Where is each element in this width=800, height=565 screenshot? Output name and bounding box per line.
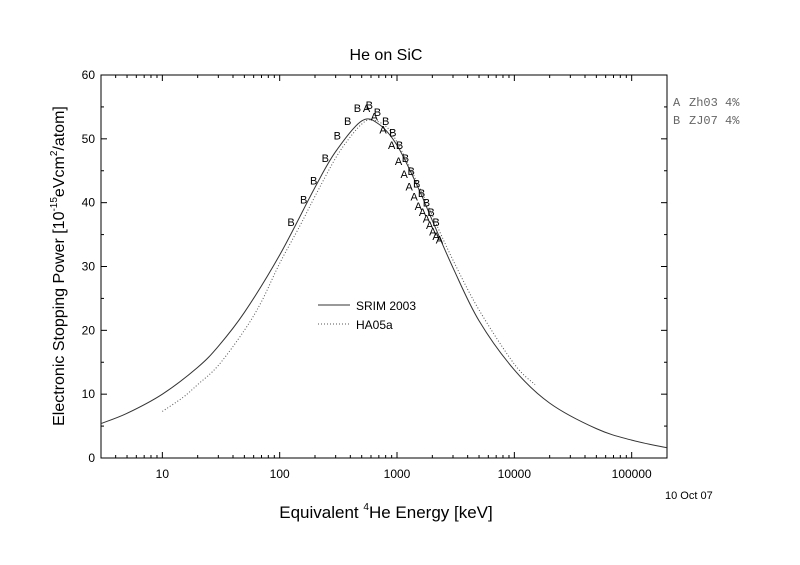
x-axis: 10 100 1000 10000 100000: [100, 75, 668, 481]
side-legend-b-text: ZJ07 4%: [689, 114, 740, 128]
data-marker-b: B: [310, 175, 317, 187]
data-marker-a: A: [419, 207, 427, 219]
x-tick-label: 100: [270, 467, 290, 481]
data-marker-b: B: [334, 131, 341, 143]
x-axis-label-sup: 4: [363, 502, 369, 513]
data-marker-a: A: [371, 111, 379, 123]
legend: SRIM 2003 HA05a: [318, 299, 416, 332]
data-marker-b: B: [407, 166, 414, 178]
y-axis-label-p3: /atom]: [51, 106, 68, 150]
x-tick-label: 1000: [384, 467, 411, 481]
data-marker-a: A: [406, 182, 414, 194]
y-tick-label: 10: [82, 387, 96, 401]
side-legend: A Zh03 4% B ZJ07 4%: [673, 96, 740, 128]
x-tick-label: 10000: [498, 467, 532, 481]
y-axis-label-p1: Electronic Stopping Power [10: [51, 211, 68, 425]
data-marker-b: B: [389, 127, 396, 139]
data-marker-a: A: [400, 169, 408, 181]
data-marker-a: A: [436, 235, 444, 247]
data-marker-a: A: [388, 140, 396, 152]
y-axis-label: Electronic Stopping Power [10-15eVcm2/at…: [49, 106, 68, 426]
y-tick-label: 60: [82, 68, 96, 82]
data-marker-b: B: [300, 194, 307, 206]
y-tick-label: 40: [82, 196, 96, 210]
y-tick-label: 20: [82, 323, 96, 337]
data-marker-a: A: [415, 201, 423, 213]
legend-label-srim: SRIM 2003: [356, 299, 416, 313]
data-marker-b: B: [432, 217, 439, 229]
data-marker-a: A: [410, 191, 418, 203]
data-marker-b: B: [402, 153, 409, 165]
y-axis-label-sup2: 2: [49, 150, 60, 156]
date-label: 10 Oct 07: [665, 490, 713, 502]
data-marker-b: B: [427, 207, 434, 219]
y-tick-label: 0: [88, 451, 95, 465]
data-marker-b: B: [322, 153, 329, 165]
data-marker-b: B: [413, 179, 420, 191]
data-marker-a: A: [379, 124, 387, 136]
data-marker-b: B: [382, 116, 389, 128]
side-legend-a-text: Zh03 4%: [689, 96, 740, 110]
y-tick-label: 30: [82, 260, 96, 274]
data-marker-b: B: [354, 103, 361, 115]
data-marker-b: B: [418, 188, 425, 200]
side-legend-a-label: A: [673, 96, 681, 110]
data-marker-b: B: [374, 107, 381, 119]
data-marker-b: B: [366, 100, 373, 112]
data-marker-a: A: [395, 156, 403, 168]
data-marker-a: A: [423, 214, 431, 226]
y-axis-label-p2: eVcm: [51, 156, 68, 197]
x-axis-label: Equivalent 4He Energy [keV]: [279, 502, 492, 522]
data-marker-b: B: [287, 217, 294, 229]
x-tick-label: 10: [156, 467, 170, 481]
chart-title: He on SiC: [350, 47, 423, 64]
data-marker-b: B: [423, 198, 430, 210]
data-marker-b: B: [396, 140, 403, 152]
y-axis-label-sup1: -15: [49, 197, 60, 212]
y-tick-label: 50: [82, 132, 96, 146]
x-axis-label-post: He Energy [keV]: [369, 503, 493, 522]
data-marker-b: B: [344, 116, 351, 128]
series-line-ha05a: [162, 119, 536, 412]
y-axis: 0 10 20 30 40 50 60: [82, 68, 667, 465]
side-legend-b-label: B: [673, 114, 680, 128]
series-line-srim-2003: [100, 118, 668, 449]
data-marker-a: A: [432, 231, 440, 243]
legend-label-ha05a: HA05a: [356, 318, 393, 332]
data-marker-a: A: [363, 103, 371, 115]
data-marker-a: A: [426, 220, 434, 232]
x-tick-label: 100000: [612, 467, 652, 481]
x-axis-label-pre: Equivalent: [279, 503, 363, 522]
series-layer: [100, 118, 668, 449]
data-marker-a: A: [429, 226, 437, 238]
